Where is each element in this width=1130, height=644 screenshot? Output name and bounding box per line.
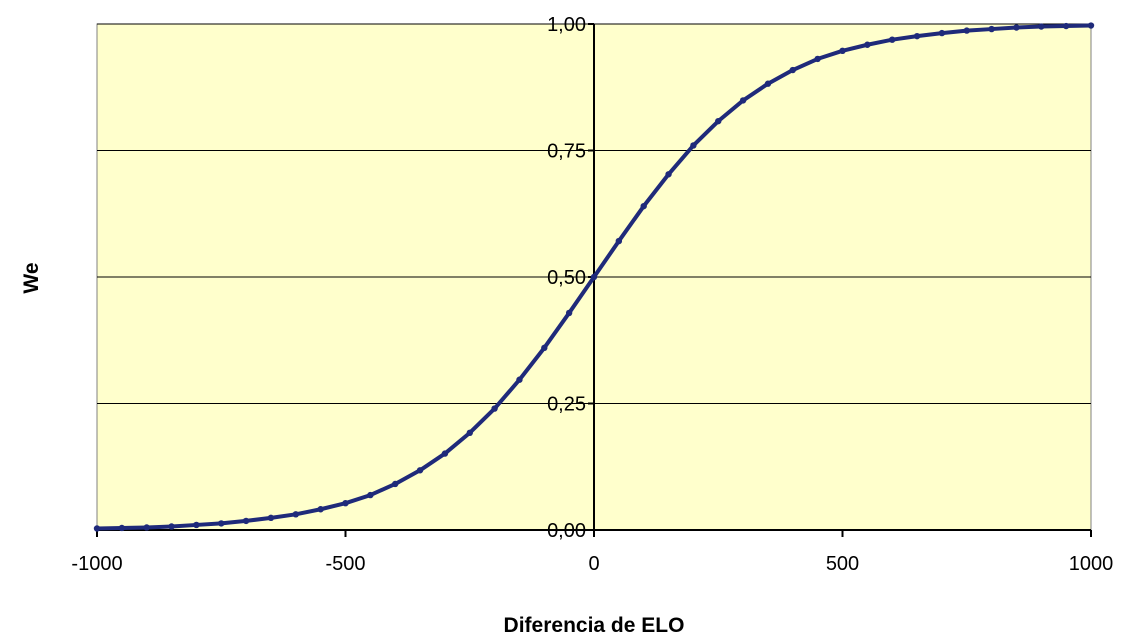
y-tick-label-3: 0,75 (547, 141, 586, 163)
data-point-20 (590, 273, 598, 281)
data-point-19 (565, 309, 573, 317)
x-tick-label-1: -500 (325, 553, 365, 575)
data-point-23 (665, 171, 672, 178)
y-tick-label-2: 0,50 (547, 267, 586, 289)
data-point-15 (466, 429, 473, 437)
data-point-38 (1038, 23, 1045, 30)
data-point-22 (640, 202, 647, 210)
y-axis-title: We (20, 262, 43, 293)
data-point-7 (267, 514, 275, 522)
data-point-9 (317, 506, 324, 513)
data-point-29 (814, 55, 821, 63)
data-point-31 (864, 41, 871, 48)
data-point-11 (367, 491, 374, 499)
data-point-30 (839, 47, 846, 55)
y-tick-label-1: 0,25 (547, 394, 586, 416)
data-point-25 (715, 117, 722, 125)
data-point-37 (1013, 24, 1020, 31)
data-point-5 (218, 520, 225, 527)
data-point-32 (889, 36, 896, 43)
data-point-39 (1062, 22, 1070, 30)
data-point-17 (516, 376, 523, 383)
x-tick-label-3: 500 (826, 553, 859, 575)
data-point-13 (416, 467, 424, 474)
data-point-27 (764, 80, 772, 87)
data-point-3 (168, 523, 175, 530)
x-tick-label-4: 1000 (1069, 553, 1114, 575)
data-point-18 (541, 344, 548, 352)
y-tick-label-4: 1,00 (547, 14, 586, 36)
data-point-35 (963, 27, 970, 34)
data-point-36 (988, 25, 995, 33)
data-point-34 (938, 29, 946, 37)
data-point-28 (789, 66, 796, 74)
data-point-24 (690, 142, 697, 149)
data-point-12 (392, 480, 399, 488)
data-point-6 (242, 517, 250, 525)
data-point-26 (739, 97, 747, 104)
data-point-33 (913, 32, 921, 40)
data-point-8 (292, 511, 299, 518)
data-point-1 (118, 524, 126, 532)
x-tick-label-2: 0 (588, 553, 599, 575)
data-point-4 (193, 521, 200, 529)
data-series (93, 22, 1095, 532)
x-tick-label-0: -1000 (71, 553, 122, 575)
data-point-10 (342, 499, 349, 507)
data-point-40 (1087, 22, 1095, 29)
data-point-2 (143, 524, 150, 531)
x-axis-title: Diferencia de ELO (504, 614, 685, 637)
y-tick-label-0: 0,00 (547, 520, 586, 542)
data-point-14 (441, 450, 449, 457)
data-point-16 (491, 405, 498, 412)
tick-labels: -1000 -500 0 500 1000 0,00 0,25 0,50 0,75 1,00 (71, 14, 1113, 575)
data-point-21 (615, 237, 623, 245)
data-point-0 (93, 525, 101, 532)
